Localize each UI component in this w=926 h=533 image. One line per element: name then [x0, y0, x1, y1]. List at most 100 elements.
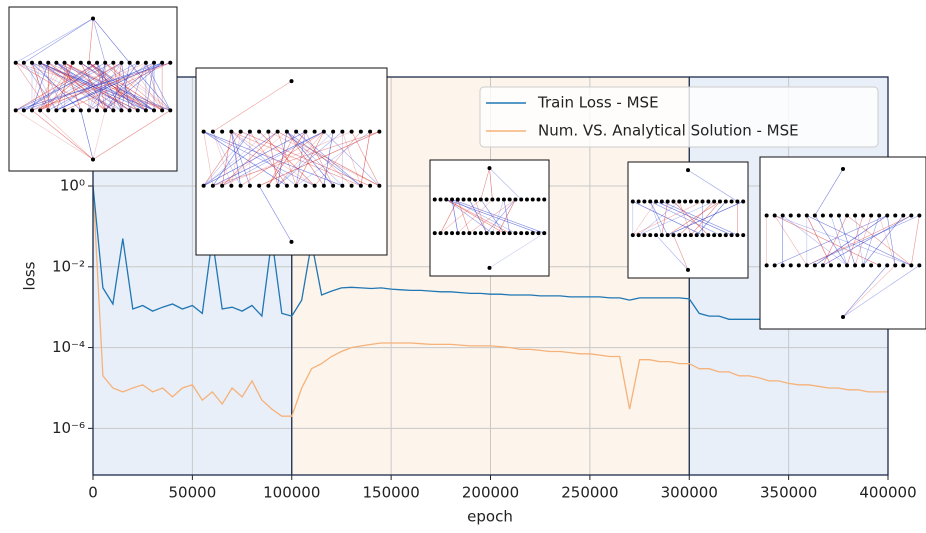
inset-edge — [632, 201, 703, 236]
network-inset — [759, 156, 926, 330]
inset-frame — [627, 161, 749, 279]
inset-edge — [774, 215, 912, 266]
inset-edge — [231, 131, 361, 187]
inset-node — [160, 60, 165, 65]
inset-node — [671, 199, 676, 204]
inset-node — [877, 263, 882, 268]
inset-node — [70, 60, 75, 65]
inset-node — [46, 60, 51, 65]
inset-edge — [661, 201, 738, 236]
inset-edge — [314, 131, 362, 187]
inset-edge — [203, 131, 241, 186]
inset-edge — [323, 131, 334, 186]
inset-edge — [221, 131, 325, 187]
inset-edge — [295, 131, 325, 186]
inset-node — [484, 231, 489, 236]
inset-node — [377, 183, 382, 188]
inset-edge — [92, 110, 106, 160]
inset-node — [861, 263, 866, 268]
x-tick-label: 50000 — [169, 484, 217, 502]
inset-edge — [649, 201, 668, 236]
inset-edge — [667, 201, 744, 236]
inset-edge — [469, 199, 487, 234]
inset-edge — [258, 185, 292, 243]
inset-edge — [23, 18, 94, 64]
inset-edge — [774, 215, 880, 266]
inset-edge — [39, 62, 138, 111]
inset-node — [103, 108, 108, 113]
inset-edge — [212, 131, 251, 186]
inset-edge — [88, 18, 94, 63]
inset-node — [95, 60, 100, 65]
inset-edge — [129, 62, 147, 111]
inset-node — [444, 231, 449, 236]
inset-node — [152, 108, 157, 113]
inset-edge — [31, 62, 49, 111]
inset-edge — [489, 232, 545, 269]
inset-node — [694, 233, 699, 238]
inset-node — [659, 199, 664, 204]
inset-node — [741, 199, 746, 204]
inset-node — [275, 183, 280, 188]
inset-edge — [92, 18, 130, 63]
inset-node — [659, 233, 664, 238]
inset-node — [686, 267, 690, 272]
inset-edge — [687, 169, 738, 202]
inset-edge — [268, 131, 297, 186]
inset-node — [536, 231, 541, 236]
inset-edge — [679, 201, 692, 236]
inset-node — [86, 60, 91, 65]
inset-node — [893, 263, 898, 268]
inset-edge — [655, 234, 689, 271]
inset-node — [487, 166, 492, 171]
inset-edge — [638, 201, 680, 236]
network-inset — [627, 161, 749, 279]
inset-node — [820, 213, 825, 218]
inset-node — [700, 233, 705, 238]
inset-node — [127, 108, 132, 113]
inset-node — [29, 108, 34, 113]
inset-node — [358, 129, 363, 134]
inset-edge — [104, 62, 138, 111]
inset-node — [788, 263, 793, 268]
inset-edge — [129, 62, 163, 111]
inset-node — [21, 108, 26, 113]
inset-edge — [277, 131, 334, 187]
inset-node — [735, 199, 740, 204]
inset-edge — [814, 168, 844, 216]
inset-node — [917, 263, 922, 268]
inset-node — [289, 79, 294, 84]
inset-node — [478, 197, 483, 202]
inset-node — [741, 233, 746, 238]
inset-node — [257, 183, 262, 188]
inset-node — [168, 108, 173, 113]
inset-edge — [64, 62, 130, 111]
x-tick-label: 0 — [88, 484, 98, 502]
inset-node — [677, 199, 682, 204]
inset-node — [524, 231, 529, 236]
inset-node — [54, 60, 59, 65]
inset-node — [62, 108, 67, 113]
inset-edge — [88, 62, 163, 111]
inset-edge — [862, 215, 880, 266]
x-tick-label: 300000 — [661, 484, 718, 502]
inset-node — [688, 199, 693, 204]
inset-edge — [667, 201, 721, 236]
network-inset — [195, 67, 388, 256]
inset-edge — [673, 201, 709, 236]
inset-node — [455, 231, 460, 236]
inset-edge — [842, 265, 920, 318]
legend-label: Num. VS. Analytical Solution - MSE — [538, 122, 799, 140]
inset-node — [869, 263, 874, 268]
inset-edge — [469, 199, 516, 234]
inset-edge — [838, 215, 856, 266]
inset-node — [432, 197, 437, 202]
inset-edge — [80, 110, 94, 160]
inset-node — [683, 199, 688, 204]
inset-edge — [440, 199, 482, 234]
inset-edge — [39, 62, 65, 111]
inset-node — [46, 108, 51, 113]
inset-node — [450, 197, 455, 202]
inset-node — [642, 199, 647, 204]
inset-edge — [64, 62, 82, 111]
